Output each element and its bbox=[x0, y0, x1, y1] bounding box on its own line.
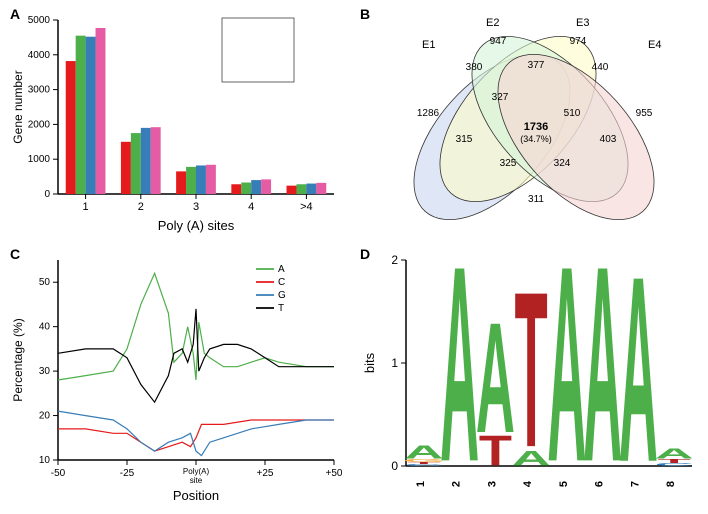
panel-c-label: C bbox=[10, 246, 20, 262]
svg-text:0: 0 bbox=[391, 459, 398, 473]
svg-text:+25: +25 bbox=[257, 468, 274, 479]
svg-text:G: G bbox=[278, 290, 286, 301]
svg-text:A: A bbox=[547, 246, 586, 506]
svg-text:3: 3 bbox=[193, 201, 199, 213]
svg-text:E2: E2 bbox=[486, 17, 499, 29]
svg-text:1: 1 bbox=[83, 201, 89, 213]
svg-text:2000: 2000 bbox=[28, 119, 51, 130]
svg-text:-50: -50 bbox=[51, 468, 66, 479]
svg-text:Percentage (%): Percentage (%) bbox=[11, 318, 25, 401]
svg-text:Poly (A) sites: Poly (A) sites bbox=[158, 218, 235, 233]
svg-text:E1: E1 bbox=[422, 39, 435, 51]
svg-text:A: A bbox=[476, 289, 515, 466]
svg-text:E4: E4 bbox=[648, 39, 661, 51]
svg-text:(34.7%): (34.7%) bbox=[520, 134, 552, 144]
svg-text:377: 377 bbox=[528, 60, 545, 71]
svg-text:947: 947 bbox=[490, 36, 507, 47]
svg-text:1: 1 bbox=[415, 481, 427, 487]
svg-text:Gene number: Gene number bbox=[11, 70, 25, 143]
panel-b-label: B bbox=[360, 6, 370, 22]
panel-a-label: A bbox=[10, 6, 20, 22]
svg-text:1286: 1286 bbox=[417, 108, 440, 119]
svg-text:40: 40 bbox=[39, 322, 51, 333]
panel-a-chart: 0 1000 2000 3000 4000 5000 1 2 3 4 >4 Poly (A) site… bbox=[6, 6, 346, 236]
svg-text:324: 324 bbox=[554, 158, 571, 169]
svg-text:30: 30 bbox=[39, 366, 51, 377]
svg-text:403: 403 bbox=[600, 134, 617, 145]
svg-text:2: 2 bbox=[138, 201, 144, 213]
svg-text:311: 311 bbox=[528, 194, 544, 205]
svg-text:-25: -25 bbox=[120, 468, 135, 479]
svg-text:440: 440 bbox=[592, 62, 609, 73]
svg-text:C: C bbox=[278, 277, 285, 288]
svg-text:A: A bbox=[583, 246, 622, 506]
svg-text:325: 325 bbox=[500, 158, 517, 169]
svg-text:4000: 4000 bbox=[28, 50, 51, 61]
svg-text:327: 327 bbox=[492, 92, 509, 103]
svg-text:>4: >4 bbox=[300, 201, 313, 213]
svg-text:1000: 1000 bbox=[28, 154, 51, 165]
svg-text:A: A bbox=[404, 441, 443, 462]
svg-text:0: 0 bbox=[44, 189, 50, 200]
svg-text:Position: Position bbox=[173, 488, 219, 503]
svg-text:380: 380 bbox=[466, 62, 483, 73]
svg-text:50: 50 bbox=[39, 277, 51, 288]
svg-text:8: 8 bbox=[665, 481, 677, 487]
svg-text:974: 974 bbox=[570, 36, 587, 47]
svg-text:T: T bbox=[278, 303, 284, 314]
svg-text:A: A bbox=[440, 246, 479, 506]
svg-text:A: A bbox=[619, 246, 658, 506]
svg-text:3: 3 bbox=[486, 481, 498, 487]
panel-c-chart: 10 20 30 40 50 -50 -25 Poly(A)site +25 +50 Positio… bbox=[6, 246, 346, 506]
svg-text:3000: 3000 bbox=[28, 85, 51, 96]
svg-text:2: 2 bbox=[391, 253, 398, 267]
svg-text:A: A bbox=[278, 264, 285, 275]
svg-text:bits: bits bbox=[362, 352, 377, 373]
svg-text:1: 1 bbox=[391, 356, 398, 370]
svg-text:A: A bbox=[655, 446, 694, 462]
panel-d-seqlogo: 01212345678bitsCTGAATAATAAACTA bbox=[356, 246, 702, 506]
svg-text:20: 20 bbox=[39, 411, 51, 422]
svg-text:510: 510 bbox=[564, 108, 581, 119]
svg-text:4: 4 bbox=[248, 201, 254, 213]
svg-text:site: site bbox=[190, 476, 203, 485]
svg-text:Poly(A): Poly(A) bbox=[183, 467, 210, 476]
svg-text:955: 955 bbox=[636, 108, 653, 119]
panel-b-venn: E1 E2 E3 E4 1286 947 974 955 380 377 440 315 403 311 3… bbox=[356, 6, 702, 236]
svg-text:T: T bbox=[515, 247, 548, 494]
panel-d-label: D bbox=[360, 246, 370, 262]
svg-text:+50: +50 bbox=[326, 468, 343, 479]
svg-text:315: 315 bbox=[456, 134, 473, 145]
svg-text:E3: E3 bbox=[576, 17, 589, 29]
svg-text:1736: 1736 bbox=[524, 121, 548, 133]
svg-text:10: 10 bbox=[39, 455, 51, 466]
svg-text:5000: 5000 bbox=[28, 15, 51, 26]
